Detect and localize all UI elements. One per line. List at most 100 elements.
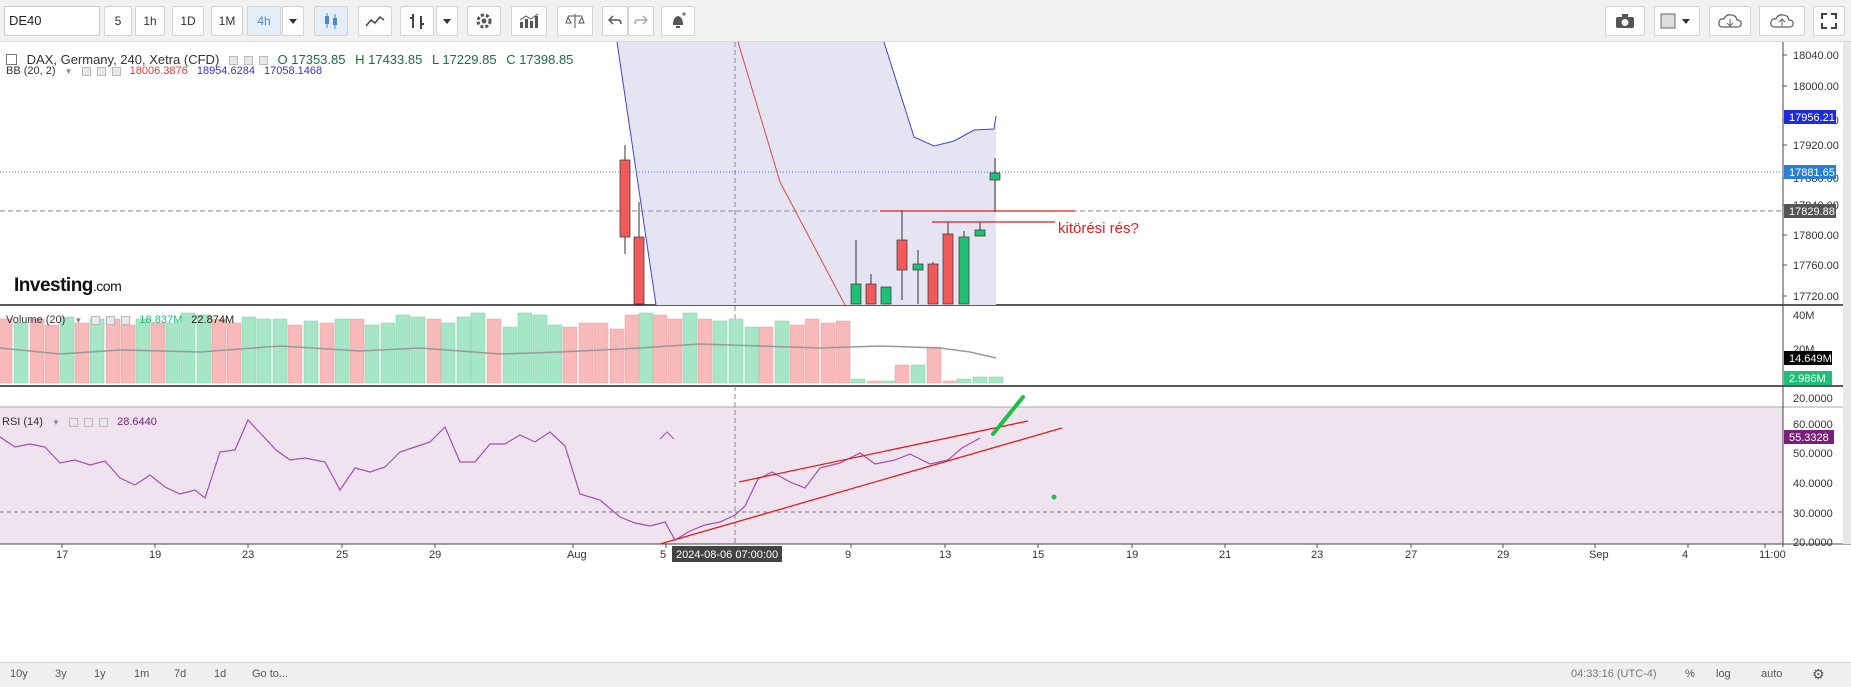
volume-bar	[774, 320, 790, 384]
symbol-input[interactable]: DE40	[4, 6, 100, 36]
volume-label: Volume (20)	[6, 314, 66, 326]
volume-bar	[926, 346, 942, 384]
time-crosshair-badge	[672, 546, 782, 562]
volume-value: 18.837M	[139, 314, 183, 326]
time-tick-label: 4	[1682, 549, 1688, 561]
interval-1h-button[interactable]: 1h	[135, 6, 165, 36]
interval-4h-button[interactable]: 4h	[247, 6, 281, 36]
bb-eye-icon[interactable]	[81, 66, 91, 76]
auto-toggle[interactable]: auto	[1761, 668, 1783, 680]
eye-icon[interactable]	[228, 56, 238, 66]
close-icon[interactable]	[258, 56, 268, 66]
price-tick-label: 18040.00	[1793, 50, 1839, 62]
layout-icon[interactable]	[1654, 6, 1700, 36]
candles-icon[interactable]	[314, 6, 348, 36]
ohlc-low: L 17229.85	[431, 52, 497, 67]
interval-1m-button[interactable]: 1M	[211, 6, 243, 36]
compare-icon[interactable]	[557, 6, 593, 36]
range-3y-button[interactable]: 3y	[55, 668, 67, 680]
time-tick-label: 15	[1032, 549, 1044, 561]
rsi-value: 28.6440	[117, 416, 157, 428]
rsi-badge	[1784, 430, 1834, 444]
range-7d-button[interactable]: 7d	[174, 668, 187, 680]
price-badge-label: 17881.65	[1789, 167, 1835, 179]
chart-canvas[interactable]: 18040.0018000.0017960.0017920.0017880.00…	[0, 41, 1851, 662]
collapse-icon[interactable]	[6, 54, 17, 65]
volume-bar	[410, 316, 426, 384]
time-tick-label: 29	[1497, 549, 1509, 561]
rsi-overflow-marker	[659, 431, 675, 440]
volume-badge-label: 14.649M	[1789, 353, 1832, 365]
clock-display: 04:33:16 (UTC-4)	[1571, 668, 1657, 680]
chart-type-chevron-icon[interactable]	[436, 6, 458, 36]
time-tick-label: 27	[1405, 549, 1417, 561]
line-chart-icon[interactable]	[358, 6, 392, 36]
cloud-download-icon[interactable]	[1709, 6, 1751, 36]
cloud-upload-icon[interactable]	[1759, 6, 1805, 36]
log-toggle[interactable]: log	[1716, 668, 1731, 680]
volume-bar	[881, 380, 897, 384]
volume-ma-line	[0, 343, 997, 359]
interval-dropdown-chevron-icon[interactable]	[282, 6, 304, 36]
interval-5-button[interactable]: 5	[104, 6, 132, 36]
volume-bar	[150, 322, 166, 384]
volume-bar	[256, 318, 272, 384]
settings-gear-icon[interactable]: ⚙	[1812, 666, 1825, 682]
rsi-eye-icon[interactable]	[69, 417, 79, 427]
chart-area[interactable]: 18040.0018000.0017960.0017920.0017880.00…	[0, 41, 1851, 662]
volume-chevron-icon[interactable]: ▼	[74, 316, 83, 325]
fullscreen-icon[interactable]	[1813, 6, 1845, 36]
percent-toggle[interactable]: %	[1685, 668, 1695, 680]
rsi-tick-label: 40.0000	[1793, 478, 1833, 490]
undo-icon[interactable]	[602, 6, 628, 36]
symbol-title: DAX, Germany, 240, Xetra (CFD)	[26, 52, 220, 67]
rsi-chevron-icon[interactable]: ▼	[52, 418, 60, 427]
ohlc-close: C 17398.85	[506, 52, 574, 67]
indicators-icon[interactable]	[511, 6, 547, 36]
alert-icon[interactable]	[661, 6, 695, 36]
rsi-close-icon[interactable]	[99, 417, 109, 427]
range-1d-button[interactable]: 1d	[214, 668, 227, 680]
ohlc-open: O 17353.85	[277, 52, 346, 67]
bb-settings-icon[interactable]	[96, 66, 106, 76]
volume-bar	[804, 318, 820, 384]
price-badge	[1784, 165, 1836, 179]
volume-settings-icon[interactable]	[106, 315, 116, 325]
annotation-text[interactable]: kitörési rés?	[1058, 220, 1139, 237]
time-tick-label: 13	[939, 549, 951, 561]
redo-icon[interactable]	[628, 6, 654, 36]
gear-icon[interactable]	[467, 6, 501, 36]
volume-bar	[850, 378, 866, 384]
bb-chevron-icon[interactable]: ▼	[64, 67, 73, 76]
goto-button[interactable]: Go to...	[252, 668, 289, 680]
range-1m-button[interactable]: 1m	[134, 668, 150, 680]
range-1y-button[interactable]: 1y	[94, 668, 106, 680]
bars-settings-icon[interactable]	[400, 6, 434, 36]
price-tick-label: 17760.00	[1793, 260, 1839, 272]
volume-bar	[241, 316, 257, 384]
volume-tick-label: 40M	[1793, 310, 1814, 322]
volume-legend: Volume (20) ▼ 18.837M 22.874M	[6, 314, 240, 326]
rsi-settings-icon[interactable]	[84, 417, 94, 427]
settings-icon[interactable]	[243, 56, 253, 66]
volume-badge	[1784, 371, 1832, 385]
time-tick-label: 23	[1311, 549, 1323, 561]
bb-close-icon[interactable]	[111, 66, 121, 76]
volume-eye-icon[interactable]	[91, 315, 101, 325]
volume-bar	[440, 322, 456, 384]
candle-body	[974, 229, 986, 237]
rsi-band	[0, 407, 1783, 544]
rsi-tick-label: 50.0000	[1793, 448, 1833, 460]
price-badge	[1784, 204, 1836, 218]
bb-lower-line	[616, 41, 657, 306]
bb-upper-value: 18954.6284	[196, 65, 255, 77]
interval-1d-button[interactable]: 1D	[172, 6, 204, 36]
candle-body	[850, 283, 862, 305]
time-tick-label: 9	[845, 549, 851, 561]
camera-icon[interactable]	[1605, 6, 1645, 36]
volume-close-icon[interactable]	[121, 315, 131, 325]
volume-bar	[165, 322, 181, 384]
candle-body	[880, 286, 892, 305]
volume-bar	[593, 322, 609, 384]
range-10y-button[interactable]: 10y	[10, 668, 28, 680]
